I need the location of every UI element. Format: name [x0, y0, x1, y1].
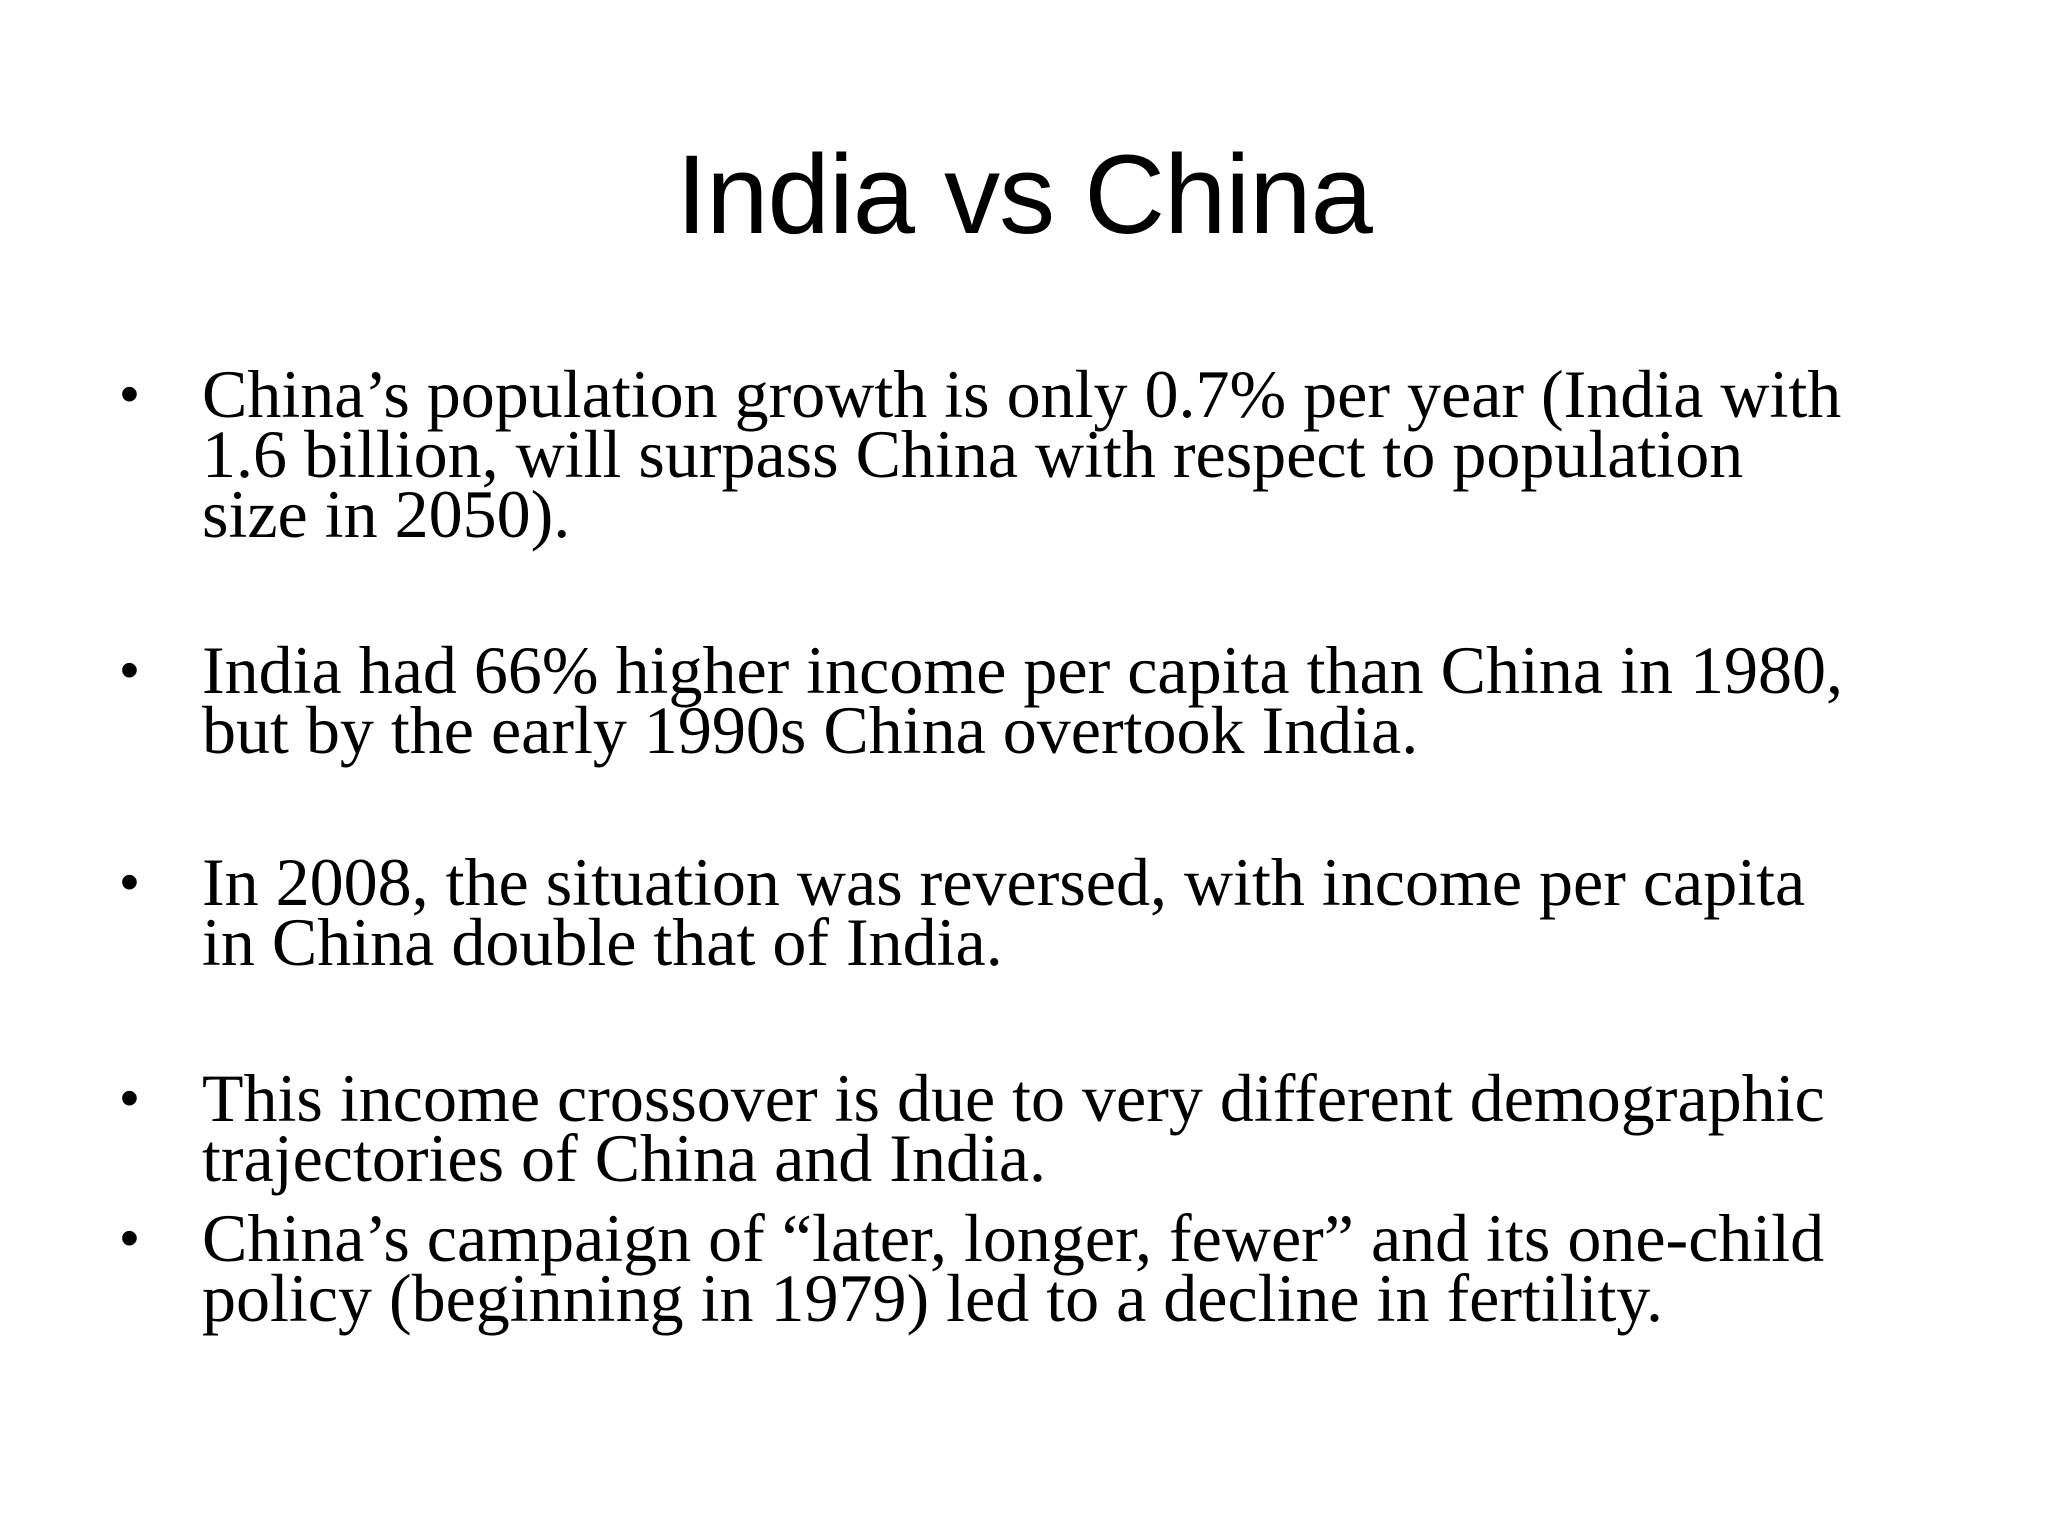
bullet-icon: • [120, 1208, 139, 1268]
bullet-icon: • [120, 1068, 139, 1128]
slide-title: India vs China [676, 132, 1373, 257]
bullet-item: • India had 66% higher income per capita… [120, 636, 2000, 764]
bullet-icon: • [120, 852, 139, 912]
bullet-icon: • [120, 364, 139, 424]
bullet-item: • This income crossover is due to very d… [120, 1064, 2000, 1192]
bullet-icon: • [120, 640, 139, 700]
bullet-item: • China’s population growth is only 0.7%… [120, 360, 2000, 548]
bullet-text: In 2008, the situation was reversed, wit… [202, 844, 1806, 980]
bullet-text: China’s campaign of “later, longer, fewe… [202, 1200, 1825, 1336]
bullet-item: • China’s campaign of “later, longer, fe… [120, 1204, 2000, 1332]
bullet-text: This income crossover is due to very dif… [202, 1060, 1825, 1196]
bullet-text: China’s population growth is only 0.7% p… [202, 356, 1842, 552]
bullet-item: • In 2008, the situation was reversed, w… [120, 848, 2000, 976]
bullet-text: India had 66% higher income per capita t… [202, 632, 1843, 768]
